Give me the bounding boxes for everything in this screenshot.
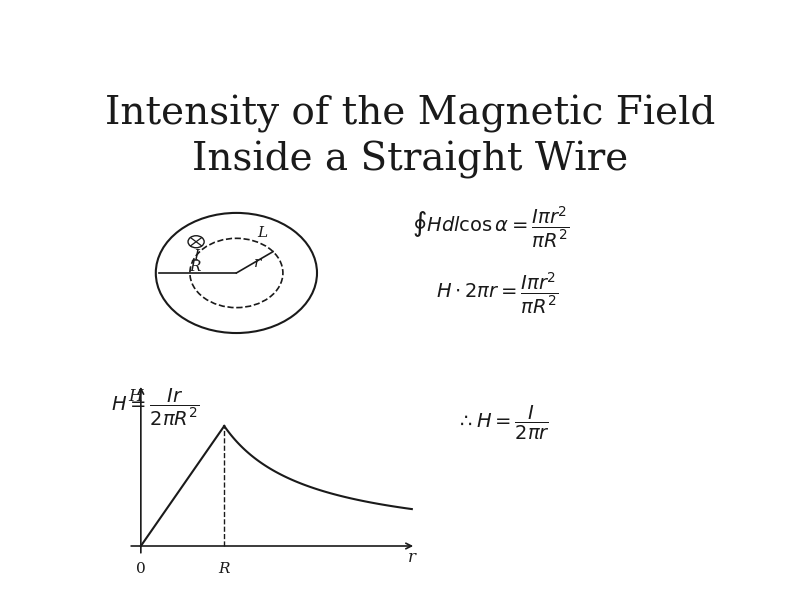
Text: $H \cdot 2\pi r = \dfrac{I\pi r^2}{\pi R^2}$: $H \cdot 2\pi r = \dfrac{I\pi r^2}{\pi R… — [435, 271, 558, 316]
Text: Intensity of the Magnetic Field: Intensity of the Magnetic Field — [105, 95, 715, 133]
Text: $H = \dfrac{Ir}{2\pi R^2}$: $H = \dfrac{Ir}{2\pi R^2}$ — [111, 386, 200, 428]
Text: 0: 0 — [136, 562, 146, 575]
Text: $\therefore H = \dfrac{I}{2\pi r}$: $\therefore H = \dfrac{I}{2\pi r}$ — [456, 404, 550, 442]
Text: L: L — [257, 226, 267, 240]
Text: Inside a Straight Wire: Inside a Straight Wire — [192, 141, 628, 179]
Text: r: r — [408, 550, 416, 566]
Text: H: H — [128, 388, 142, 406]
Text: $\oint Hdl\cos\alpha = \dfrac{I\pi r^2}{\pi R^2}$: $\oint Hdl\cos\alpha = \dfrac{I\pi r^2}{… — [412, 204, 570, 250]
Text: r: r — [254, 256, 262, 271]
Text: R: R — [218, 562, 230, 575]
Text: I: I — [193, 249, 199, 263]
Text: R: R — [189, 260, 200, 274]
